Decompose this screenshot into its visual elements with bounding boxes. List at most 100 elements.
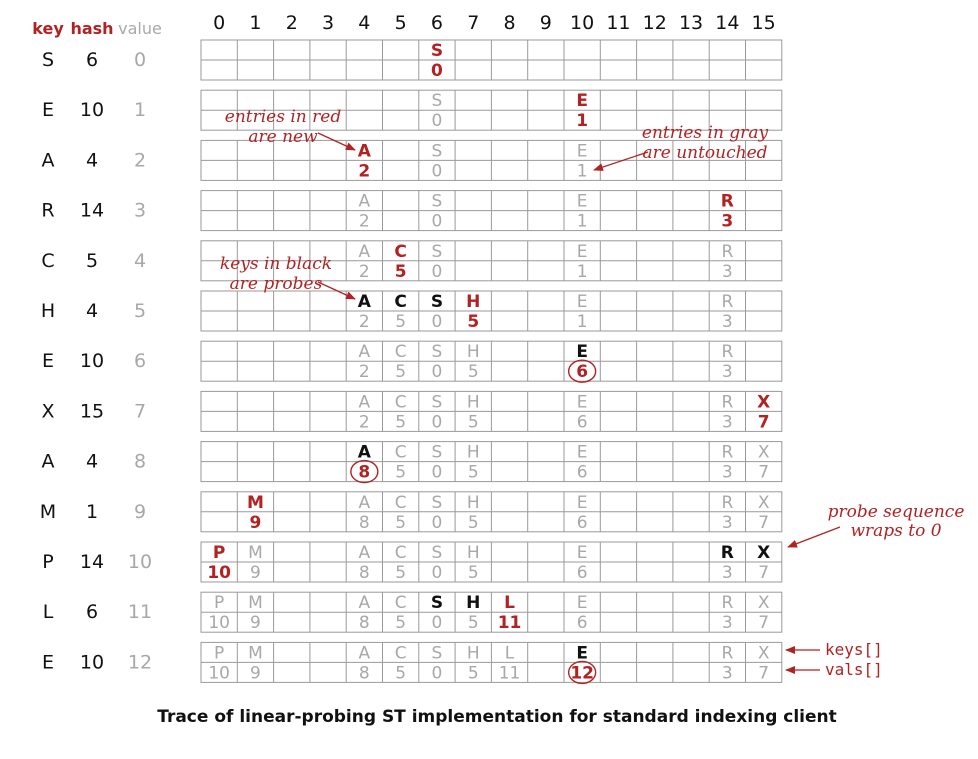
value-cell: 5 [468, 563, 479, 583]
value-cell: 0 [432, 663, 443, 683]
key-cell: R [721, 392, 733, 412]
key-cell: X [757, 392, 770, 412]
key-cell: X [758, 443, 770, 463]
row-key: A [42, 451, 55, 473]
key-cell: R [721, 643, 733, 663]
value-cell: 10 [207, 563, 231, 583]
value-cell: 3 [722, 312, 733, 332]
vals-array-label: vals[] [825, 660, 883, 679]
value-column-header: value [118, 19, 162, 38]
annotation-red-new-arrow [317, 132, 356, 151]
key-cell: S [432, 141, 443, 161]
annotation-gray-untouched: entries in gray are untouched [593, 123, 768, 171]
key-cell: P [214, 643, 224, 663]
row-value: 11 [128, 601, 152, 623]
value-cell: 8 [359, 613, 370, 633]
key-cell: H [467, 643, 480, 663]
key-cell: H [466, 292, 480, 312]
row-hash: 5 [86, 250, 98, 272]
key-cell: S [432, 242, 443, 262]
value-cell: 0 [432, 161, 443, 181]
value-cell: 9 [250, 563, 261, 583]
value-cell: 3 [722, 362, 733, 382]
key-cell: A [359, 342, 371, 362]
index-label: 1 [249, 12, 261, 34]
key-cell: R [721, 443, 733, 463]
value-cell: 3 [722, 262, 733, 282]
value-cell: 0 [432, 262, 443, 282]
annotation-probes-arrow [317, 281, 356, 300]
row-grid [200, 491, 783, 533]
key-cell: C [395, 643, 407, 663]
row-value: 8 [134, 451, 146, 473]
key-cell: L [505, 643, 515, 663]
value-cell: 9 [250, 513, 262, 533]
value-cell: 6 [577, 412, 588, 432]
key-cell: S [431, 292, 443, 312]
key-cell: E [577, 292, 588, 312]
key-cell: R [721, 493, 733, 513]
row-hash: 6 [86, 49, 98, 71]
key-cell: A [358, 443, 372, 463]
value-cell: 2 [358, 161, 370, 181]
value-cell: 5 [468, 463, 479, 483]
value-cell: 10 [208, 663, 230, 683]
key-cell: C [395, 543, 407, 563]
value-cell: 0 [432, 513, 443, 533]
key-cell: A [359, 192, 371, 212]
value-cell: 11 [498, 613, 522, 633]
value-cell: 1 [577, 161, 588, 181]
value-cell: 7 [758, 613, 769, 633]
key-cell: E [576, 342, 588, 362]
value-cell: 2 [359, 312, 370, 332]
row-key: E [42, 651, 54, 673]
row-key: R [41, 200, 54, 222]
row-hash: 4 [86, 149, 98, 171]
index-label: 15 [752, 12, 776, 34]
key-cell: C [394, 292, 406, 312]
value-cell: 0 [432, 111, 443, 131]
key-cell: R [721, 292, 733, 312]
row-key: A [42, 149, 55, 171]
row-key: P [42, 551, 53, 573]
index-label: 5 [395, 12, 407, 34]
annotation-red-new-line2: are new [248, 127, 318, 147]
value-cell: 5 [468, 412, 479, 432]
value-cell: 7 [758, 412, 770, 432]
value-cell: 2 [359, 212, 370, 232]
key-cell: X [757, 543, 770, 563]
updated-value-circle [350, 459, 379, 484]
key-cell: E [577, 543, 588, 563]
value-cell: 3 [722, 463, 733, 483]
annotation-gray-arrow [593, 151, 649, 171]
key-cell: C [395, 392, 407, 412]
value-cell: 8 [358, 463, 370, 483]
value-cell: 0 [432, 312, 443, 332]
row-value: 7 [134, 400, 146, 422]
index-label: 7 [467, 12, 479, 34]
row-key: H [41, 300, 55, 322]
key-cell: X [758, 643, 770, 663]
row-grid [200, 39, 783, 81]
key-cell: R [721, 543, 734, 563]
value-cell: 5 [468, 513, 479, 533]
value-cell: 1 [577, 262, 588, 282]
value-cell: 9 [250, 613, 261, 633]
row-value: 9 [134, 501, 146, 523]
key-cell: H [467, 392, 480, 412]
index-label: 10 [570, 12, 594, 34]
key-cell: H [467, 543, 480, 563]
annotation-red-new-line1: entries in red [225, 107, 342, 127]
row-grid [200, 390, 783, 432]
row-key: E [42, 350, 54, 372]
value-cell: 0 [432, 362, 443, 382]
annotation-array-labels: keys[] vals[] [785, 640, 883, 679]
value-cell: 2 [359, 412, 370, 432]
key-cell: S [432, 392, 443, 412]
